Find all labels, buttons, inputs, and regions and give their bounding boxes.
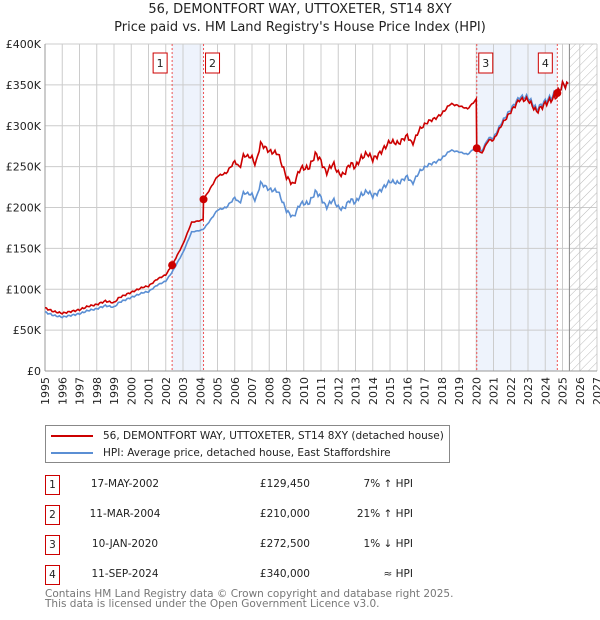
- x-tick-label: 2023: [522, 377, 535, 405]
- legend-swatch-property: [51, 435, 93, 437]
- x-tick-label: 2018: [436, 377, 449, 405]
- y-tick-label: £300K: [6, 120, 42, 133]
- x-tick-label: 2002: [160, 377, 173, 405]
- sale-label-box: [478, 52, 494, 74]
- sale-label-text: 4: [542, 57, 549, 70]
- transaction-marker: 2: [45, 505, 60, 525]
- transaction-hpi-diff: 21% ↑ HPI: [356, 508, 413, 520]
- transaction-price: £129,450: [259, 478, 310, 490]
- x-tick-label: 2013: [350, 377, 363, 405]
- x-tick-label: 2011: [315, 377, 328, 405]
- x-tick-label: 2019: [453, 377, 466, 405]
- x-tick-label: 2020: [470, 377, 483, 405]
- y-tick-label: £350K: [6, 79, 42, 92]
- x-tick-label: 1998: [91, 377, 104, 405]
- forecast-hatch: [569, 44, 597, 371]
- legend: 56, DEMONTFORT WAY, UTTOXETER, ST14 8XY …: [45, 425, 450, 463]
- transaction-price: £340,000: [259, 568, 310, 580]
- transaction-row: 2 11-MAR-2004 £210,000 21% ↑ HPI: [45, 505, 445, 525]
- transaction-marker: 1: [45, 475, 60, 495]
- y-tick-label: £100K: [6, 283, 42, 296]
- x-tick-label: 2009: [281, 377, 294, 405]
- sale-label-box: [152, 52, 168, 74]
- legend-item-hpi: HPI: Average price, detached house, East…: [51, 445, 391, 461]
- sale-label-2: 2: [205, 52, 221, 74]
- sale-point-1: [168, 261, 177, 270]
- x-tick-label: 2010: [298, 377, 311, 405]
- x-tick-label: 2006: [229, 377, 242, 405]
- x-tick-label: 2001: [143, 377, 156, 405]
- x-tick-label: 2021: [488, 377, 501, 405]
- sale-label-text: 1: [157, 57, 164, 70]
- transaction-price: £210,000: [259, 508, 310, 520]
- sale-point-2: [199, 195, 208, 204]
- transaction-hpi-diff: ≈ HPI: [383, 568, 413, 580]
- transaction-price: £272,500: [259, 538, 310, 550]
- transaction-hpi-diff: 7% ↑ HPI: [363, 478, 413, 490]
- x-tick-label: 2005: [212, 377, 225, 405]
- hpi-line: [44, 79, 569, 319]
- property-price-line: [44, 79, 569, 315]
- legend-item-property: 56, DEMONTFORT WAY, UTTOXETER, ST14 8XY …: [51, 428, 444, 444]
- sale-label-box: [537, 52, 553, 74]
- x-tick-label: 2012: [332, 377, 345, 405]
- y-tick-label: £250K: [6, 161, 42, 174]
- footer-line-1: Contains HM Land Registry data © Crown c…: [45, 588, 454, 600]
- transaction-row: 4 11-SEP-2024 £340,000 ≈ HPI: [45, 565, 445, 585]
- sale-label-1: 1: [152, 52, 168, 74]
- x-tick-label: 1996: [56, 377, 69, 405]
- x-tick-label: 1995: [39, 377, 52, 405]
- legend-label-property: 56, DEMONTFORT WAY, UTTOXETER, ST14 8XY …: [103, 430, 444, 442]
- y-tick-label: £150K: [6, 242, 42, 255]
- x-tick-label: 2004: [194, 377, 207, 405]
- sale-label-box: [205, 52, 221, 74]
- legend-label-hpi: HPI: Average price, detached house, East…: [103, 447, 391, 459]
- legend-swatch-hpi: [51, 452, 93, 454]
- sale-point-3: [472, 144, 481, 153]
- x-tick-label: 2000: [125, 377, 138, 405]
- transaction-date: 11-MAR-2004: [89, 508, 161, 520]
- transaction-hpi-diff: 1% ↓ HPI: [363, 538, 413, 550]
- transaction-date: 11-SEP-2024: [91, 568, 159, 580]
- x-tick-label: 2024: [539, 377, 552, 405]
- x-tick-label: 2017: [419, 377, 432, 405]
- x-tick-label: 2026: [574, 377, 587, 405]
- x-tick-label: 2027: [591, 377, 600, 405]
- x-tick-label: 2008: [263, 377, 276, 405]
- x-tick-label: 2022: [505, 377, 518, 405]
- x-tick-label: 1999: [108, 377, 121, 405]
- sale-point-4: [553, 89, 562, 98]
- x-tick-label: 2016: [401, 377, 414, 405]
- y-tick-label: £50K: [13, 324, 42, 337]
- transaction-date: 10-JAN-2020: [91, 538, 159, 550]
- sale-label-text: 3: [482, 57, 489, 70]
- transaction-row: 1 17-MAY-2002 £129,450 7% ↑ HPI: [45, 475, 445, 495]
- transaction-date: 17-MAY-2002: [90, 478, 160, 490]
- y-tick-label: £200K: [6, 202, 42, 215]
- x-tick-label: 2015: [384, 377, 397, 405]
- y-tick-label: £400K: [6, 38, 42, 51]
- y-tick-label: £0: [27, 365, 41, 378]
- chart-subtitle: Price paid vs. HM Land Registry's House …: [114, 20, 486, 35]
- sale-label-4: 4: [537, 52, 553, 74]
- sale-label-text: 2: [209, 57, 216, 70]
- sale-label-3: 3: [478, 52, 494, 74]
- transaction-row: 3 10-JAN-2020 £272,500 1% ↓ HPI: [45, 535, 445, 555]
- x-tick-label: 2014: [367, 377, 380, 405]
- transaction-marker: 3: [45, 535, 60, 555]
- x-tick-label: 2003: [177, 377, 190, 405]
- footer-line-2: This data is licensed under the Open Gov…: [45, 598, 380, 610]
- footer: Contains HM Land Registry data © Crown c…: [45, 588, 454, 610]
- x-tick-label: 2025: [557, 377, 570, 405]
- transaction-marker: 4: [45, 565, 60, 585]
- price-chart: 1995 1996 1997 1998 1999 2000 2001 2002 2003 2004…: [6, 38, 600, 405]
- x-tick-label: 2007: [246, 377, 259, 405]
- chart-title: 56, DEMONTFORT WAY, UTTOXETER, ST14 8XY: [148, 2, 452, 17]
- x-tick-label: 1997: [74, 377, 87, 405]
